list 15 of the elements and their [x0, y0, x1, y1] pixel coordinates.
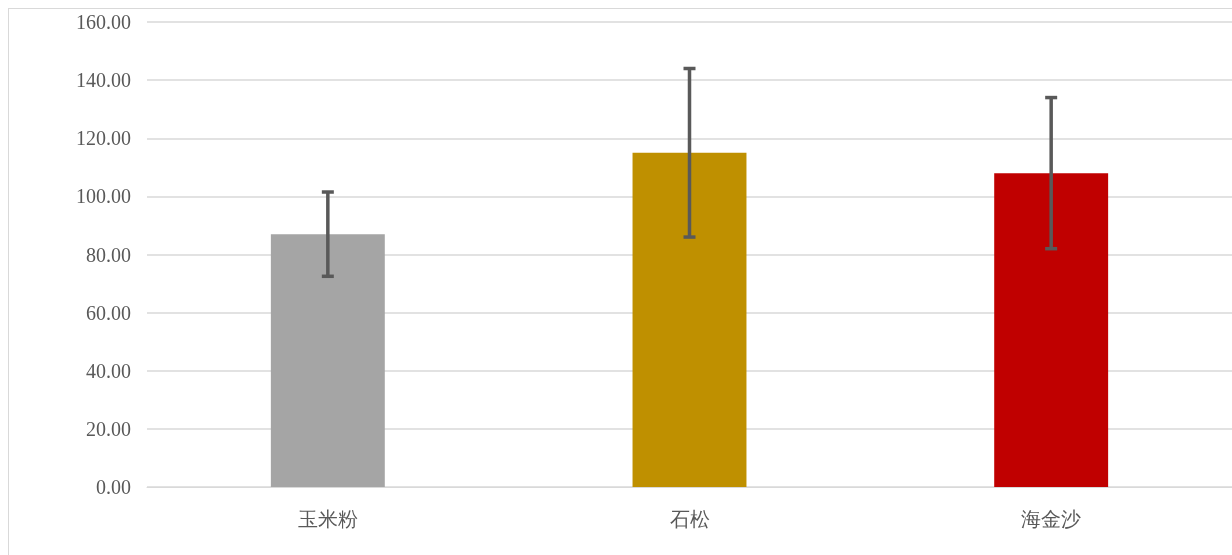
y-tick-label: 160.00 — [76, 11, 131, 33]
bar — [632, 152, 747, 487]
y-tick-label: 120.00 — [76, 127, 131, 150]
y-tick-label: 80.00 — [86, 243, 131, 266]
x-tick-label: 玉米粉 — [297, 508, 358, 530]
y-tick-label: 100.00 — [76, 185, 131, 208]
x-tick-label: 海金沙 — [1021, 508, 1082, 530]
bar — [994, 173, 1109, 487]
y-tick-label: 40.00 — [86, 359, 131, 382]
bar — [270, 234, 385, 487]
x-tick-label: 石松 — [669, 508, 710, 530]
y-tick-label: 140.00 — [76, 69, 131, 92]
y-tick-label: 20.00 — [86, 417, 131, 440]
y-tick-label: 0.00 — [96, 476, 131, 498]
y-tick-label: 60.00 — [86, 301, 131, 324]
